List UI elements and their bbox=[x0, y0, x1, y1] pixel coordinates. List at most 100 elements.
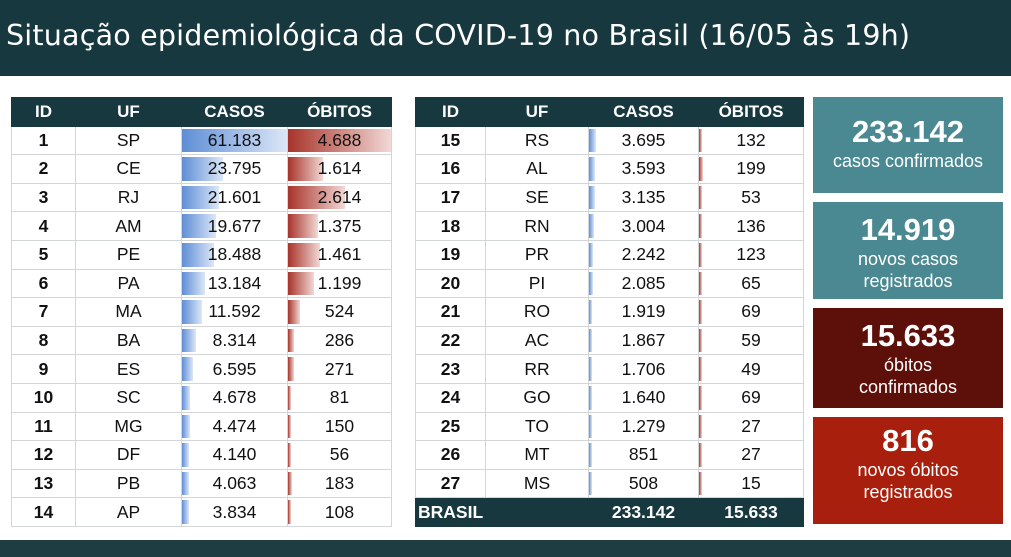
casos-value: 4.063 bbox=[212, 473, 257, 494]
casos-data-bar bbox=[589, 271, 593, 296]
obitos-value: 286 bbox=[324, 330, 355, 351]
obitos-value: 1.461 bbox=[317, 244, 362, 265]
obitos-value: 59 bbox=[741, 330, 761, 351]
obitos-data-bar bbox=[699, 328, 703, 353]
id-cell: 11 bbox=[11, 411, 76, 442]
header-casos: CASOS bbox=[181, 97, 288, 127]
table-row: 1 SP 61.183 4.688 bbox=[11, 125, 392, 156]
table-row: 15 RS 3.695 132 bbox=[415, 125, 804, 156]
obitos-data-bar bbox=[288, 443, 292, 467]
casos-cell: 2.242 bbox=[588, 239, 699, 270]
id-cell: 14 bbox=[11, 497, 76, 527]
uf-cell: RS bbox=[485, 125, 589, 156]
casos-value: 4.140 bbox=[212, 444, 257, 465]
obitos-data-bar bbox=[699, 471, 703, 496]
table-row: 8 BA 8.314 286 bbox=[11, 325, 392, 356]
casos-value: 1.279 bbox=[621, 415, 666, 436]
obitos-cell: 65 bbox=[698, 268, 804, 299]
casos-data-bar bbox=[182, 157, 223, 181]
table-row: 2 CE 23.795 1.614 bbox=[11, 154, 392, 184]
card-value: 233.142 bbox=[851, 114, 965, 149]
casos-cell: 851 bbox=[588, 440, 699, 470]
id-cell: 10 bbox=[11, 382, 76, 413]
casos-data-bar bbox=[589, 185, 595, 210]
uf-cell: DF bbox=[75, 440, 182, 470]
obitos-cell: 27 bbox=[698, 411, 804, 442]
card-novos-casos: 14.919 novos casos registrados bbox=[813, 202, 1003, 299]
table-row: 16 AL 3.593 199 bbox=[415, 154, 804, 184]
obitos-data-bar bbox=[699, 443, 703, 467]
card-label-line1: óbitos bbox=[883, 355, 933, 375]
table-row: 27 MS 508 15 bbox=[415, 468, 804, 499]
uf-cell: PI bbox=[485, 268, 589, 299]
casos-data-bar bbox=[589, 414, 593, 439]
casos-cell: 508 bbox=[588, 468, 699, 499]
obitos-cell: 1.375 bbox=[287, 211, 392, 241]
obitos-data-bar bbox=[288, 357, 294, 381]
uf-cell: RN bbox=[485, 211, 589, 241]
id-cell: 6 bbox=[11, 268, 76, 299]
casos-data-bar bbox=[589, 443, 593, 467]
uf-cell: SC bbox=[75, 382, 182, 413]
id-cell: 4 bbox=[11, 211, 76, 241]
obitos-data-bar bbox=[288, 271, 315, 296]
obitos-value: 123 bbox=[736, 244, 766, 265]
card-value: 14.919 bbox=[860, 212, 956, 247]
casos-cell: 1.706 bbox=[588, 354, 699, 384]
obitos-value: 108 bbox=[324, 501, 355, 522]
casos-data-bar bbox=[182, 328, 197, 353]
casos-cell: 4.474 bbox=[181, 411, 288, 442]
uf-cell: RO bbox=[485, 297, 589, 327]
obitos-data-bar bbox=[288, 300, 300, 324]
obitos-value: 65 bbox=[741, 272, 761, 293]
obitos-cell: 15 bbox=[698, 468, 804, 499]
uf-cell: MS bbox=[485, 468, 589, 499]
header-obitos: ÓBITOS bbox=[698, 97, 804, 127]
obitos-value: 132 bbox=[736, 129, 766, 150]
card-label-line2: confirmados bbox=[858, 377, 958, 397]
obitos-data-bar bbox=[288, 157, 324, 181]
id-cell: 24 bbox=[415, 382, 486, 413]
table-row: 5 PE 18.488 1.461 bbox=[11, 239, 392, 270]
id-cell: 25 bbox=[415, 411, 486, 442]
casos-data-bar bbox=[589, 328, 593, 353]
casos-data-bar bbox=[182, 271, 205, 296]
casos-cell: 1.867 bbox=[588, 325, 699, 356]
obitos-data-bar bbox=[699, 385, 703, 410]
uf-cell: CE bbox=[75, 154, 182, 184]
obitos-cell: 69 bbox=[698, 297, 804, 327]
card-label-line1: novos casos bbox=[857, 249, 959, 269]
obitos-value: 1.199 bbox=[317, 272, 362, 293]
total-label: BRASIL bbox=[415, 497, 589, 527]
table-row: 13 PB 4.063 183 bbox=[11, 468, 392, 499]
obitos-cell: 271 bbox=[287, 354, 392, 384]
casos-cell: 3.135 bbox=[588, 182, 699, 213]
obitos-value: 56 bbox=[329, 444, 350, 465]
obitos-data-bar bbox=[288, 471, 293, 496]
obitos-cell: 59 bbox=[698, 325, 804, 356]
casos-value: 1.919 bbox=[621, 301, 666, 322]
casos-cell: 4.063 bbox=[181, 468, 288, 499]
table-row: 12 DF 4.140 56 bbox=[11, 440, 392, 470]
casos-data-bar bbox=[589, 214, 595, 238]
obitos-value: 49 bbox=[741, 358, 761, 379]
casos-value: 19.677 bbox=[207, 215, 262, 236]
casos-cell: 2.085 bbox=[588, 268, 699, 299]
obitos-value: 2.614 bbox=[317, 187, 362, 208]
obitos-cell: 53 bbox=[698, 182, 804, 213]
casos-value: 4.678 bbox=[212, 387, 257, 408]
casos-value: 3.004 bbox=[621, 215, 666, 236]
uf-cell: MG bbox=[75, 411, 182, 442]
obitos-value: 27 bbox=[741, 415, 761, 436]
casos-data-bar bbox=[182, 300, 202, 324]
casos-data-bar bbox=[182, 185, 220, 210]
casos-value: 3.834 bbox=[212, 501, 257, 522]
obitos-cell: 150 bbox=[287, 411, 392, 442]
total-row: BRASIL 233.142 15.633 bbox=[415, 497, 804, 527]
casos-data-bar bbox=[182, 242, 214, 267]
uf-cell: AC bbox=[485, 325, 589, 356]
header-uf: UF bbox=[485, 97, 589, 127]
table-row: 18 RN 3.004 136 bbox=[415, 211, 804, 241]
uf-cell: PR bbox=[485, 239, 589, 270]
obitos-data-bar bbox=[288, 385, 292, 410]
